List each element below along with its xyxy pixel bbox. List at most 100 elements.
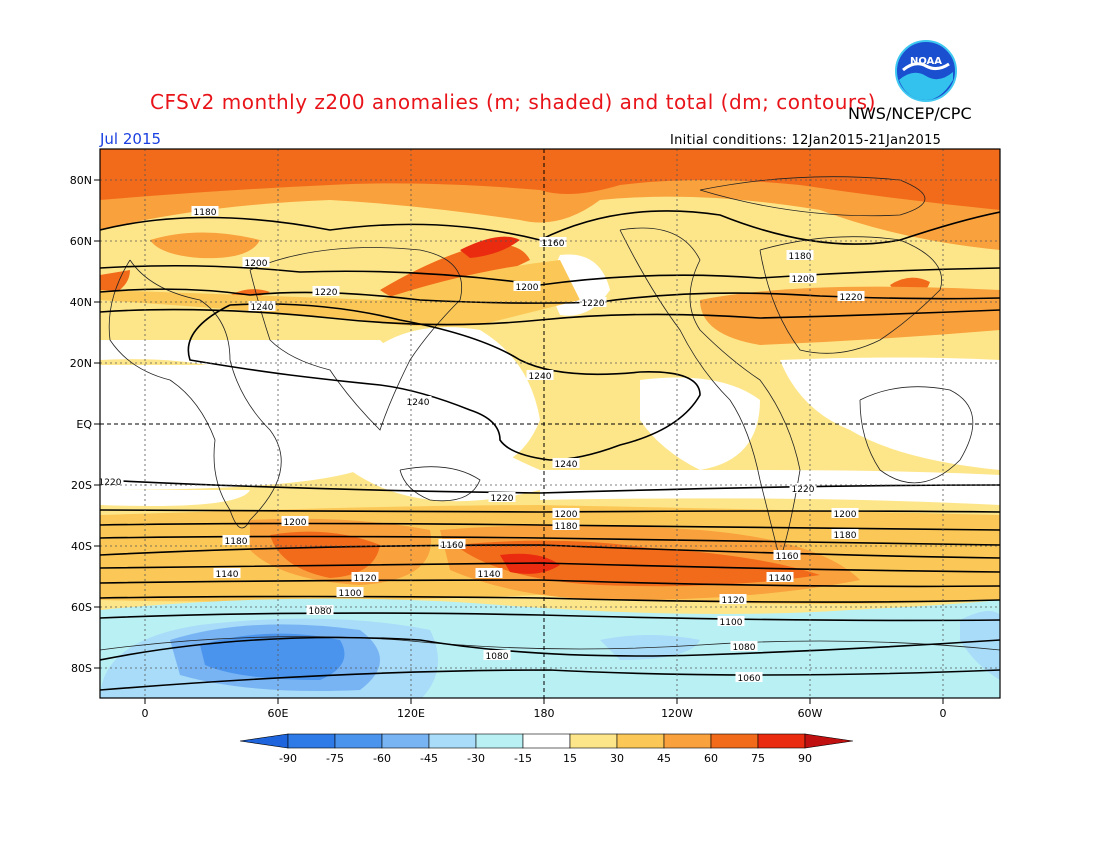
contour-label: 1240: [555, 460, 578, 470]
contour-label: 1200: [792, 275, 815, 285]
contour-label-bg: [336, 587, 364, 597]
lat-label: 60N: [70, 235, 92, 248]
lat-label: 80N: [70, 174, 92, 187]
colorbar-swatch: [522, 733, 571, 749]
lat-label: 80S: [71, 662, 92, 675]
contour-label: 1220: [582, 299, 605, 309]
contour-label-bg: [488, 492, 516, 502]
contour-label-bg: [552, 458, 580, 468]
lon-label: 180: [534, 707, 555, 720]
contour-label: 1240: [251, 303, 274, 313]
colorbar-swatch: [757, 733, 806, 749]
colorbar-arrow-right: [804, 733, 854, 749]
colorbar-label: 45: [657, 752, 671, 765]
contour-label-bg: [438, 539, 466, 549]
contour-label-bg: [222, 535, 250, 545]
contour-label: 1180: [555, 522, 578, 532]
initial-conditions: Initial conditions: 12Jan2015-21Jan2015: [670, 133, 942, 148]
lon-label: 120W: [661, 707, 693, 720]
axis-ticks: [94, 179, 944, 704]
contour-label: 1180: [834, 531, 857, 541]
noaa-logo-text: NOAA: [910, 56, 942, 67]
lon-label: 0: [940, 707, 947, 720]
contour-label: 1200: [834, 510, 857, 520]
lat-label: 20S: [71, 479, 92, 492]
contour-label: 1200: [245, 259, 268, 269]
contour-label: 1160: [776, 552, 799, 562]
colorbar-label: 75: [751, 752, 765, 765]
colorbar-swatch: [381, 733, 430, 749]
contour-label: 1240: [529, 372, 552, 382]
contour-label: 1200: [555, 510, 578, 520]
contour-label: 1180: [194, 208, 217, 218]
contour-label-bg: [552, 508, 580, 518]
colorbar-label: -75: [326, 752, 344, 765]
contour-label: 1200: [516, 283, 539, 293]
contour-label: 1180: [225, 537, 248, 547]
contour-label-bg: [766, 572, 794, 582]
colorbar-arrow-left: [239, 733, 289, 749]
longitude-labels: 0 60E 120E 180 120W 60W 0: [142, 707, 947, 720]
contour-label-bg: [404, 396, 432, 406]
contour-label-bg: [831, 508, 859, 518]
contour-label: 1160: [441, 541, 464, 551]
contour-label: 1080: [309, 607, 332, 617]
contour-label-bg: [483, 650, 511, 660]
lat-label: 20N: [70, 357, 92, 370]
contour-label-bg: [730, 641, 758, 651]
contour-label: 1140: [216, 570, 239, 580]
colorbar-label: 30: [610, 752, 624, 765]
contour-label-bg: [475, 568, 503, 578]
colorbar-label: 15: [563, 752, 577, 765]
colorbar-label: -45: [420, 752, 438, 765]
contour-label: 1120: [722, 596, 745, 606]
contour-label: 1200: [284, 518, 307, 528]
lon-label: 60W: [798, 707, 823, 720]
colorbar-swatch: [663, 733, 712, 749]
contour-label: 1080: [486, 652, 509, 662]
forecast-month: Jul 2015: [100, 130, 162, 148]
contour-label: 1080: [733, 643, 756, 653]
contour-label-bg: [719, 594, 747, 604]
contour-label: 1100: [720, 618, 743, 628]
contour-label-bg: [552, 520, 580, 530]
contour-label: 1220: [792, 485, 815, 495]
contour-label-bg: [191, 206, 219, 216]
contour-label: 1240: [407, 398, 430, 408]
contour-label-bg: [213, 568, 241, 578]
contour-label-bg: [539, 237, 567, 247]
colorbar-label: 90: [798, 752, 812, 765]
colorbar-label: -90: [279, 752, 297, 765]
colorbar-swatch: [287, 733, 336, 749]
contour-label-bg: [312, 286, 340, 296]
contour-label: 1060: [738, 674, 761, 684]
colorbar-swatch: [428, 733, 477, 749]
colorbar-swatch: [616, 733, 665, 749]
colorbar-swatch: [710, 733, 759, 749]
contour-label-bg: [513, 281, 541, 291]
contour-label-bg: [786, 250, 814, 260]
height-contours: [100, 210, 1000, 691]
contour-label-bg: [837, 291, 865, 301]
contour-label-bg: [717, 616, 745, 626]
colorbar: -90 -75 -60 -45 -30 -15 15 30 45 60 75 90: [239, 733, 854, 765]
colorbar-swatch: [334, 733, 383, 749]
coastlines: [100, 176, 1000, 651]
contour-label: 1100: [339, 589, 362, 599]
agency-label: NWS/NCEP/CPC: [848, 104, 972, 123]
contour-label: 1220: [315, 288, 338, 298]
latitude-labels: 80N 60N 40N 20N EQ 20S 40S 60S 80S: [70, 174, 93, 675]
contour-label-bg: [351, 572, 379, 582]
colorbar-label: -15: [514, 752, 532, 765]
contour-label-bg: [242, 257, 270, 267]
contour-label-bg: [281, 516, 309, 526]
contour-label-bg: [306, 605, 334, 615]
contour-label-bg: [579, 297, 607, 307]
lon-label: 0: [142, 707, 149, 720]
contour-label: 1120: [354, 574, 377, 584]
lat-label: 40N: [70, 296, 92, 309]
lon-label: 120E: [397, 707, 425, 720]
contour-label: 1220: [491, 494, 514, 504]
contour-label-bg: [248, 301, 276, 311]
